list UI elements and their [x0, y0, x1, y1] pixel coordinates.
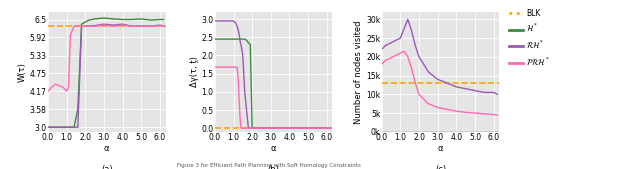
Text: Figure 3 for Efficient Path Planning with Soft Homology Constraints: Figure 3 for Efficient Path Planning wit…	[177, 163, 361, 168]
Text: (c): (c)	[435, 165, 446, 169]
X-axis label: α: α	[104, 144, 109, 153]
X-axis label: α: α	[271, 144, 276, 153]
Legend: BLK, $\mathcal{H}^*$, $\mathcal{R}\mathcal{H}^*$, $\mathcal{P}\mathcal{R}\mathca: BLK, $\mathcal{H}^*$, $\mathcal{R}\mathc…	[509, 9, 550, 68]
Text: (b): (b)	[268, 165, 280, 169]
Y-axis label: Δγ(τ, ṱ): Δγ(τ, ṱ)	[189, 56, 198, 87]
Y-axis label: W(τ): W(τ)	[18, 62, 27, 82]
Y-axis label: Number of nodes visited: Number of nodes visited	[355, 20, 364, 124]
X-axis label: α: α	[438, 144, 444, 153]
Text: (a): (a)	[101, 165, 113, 169]
